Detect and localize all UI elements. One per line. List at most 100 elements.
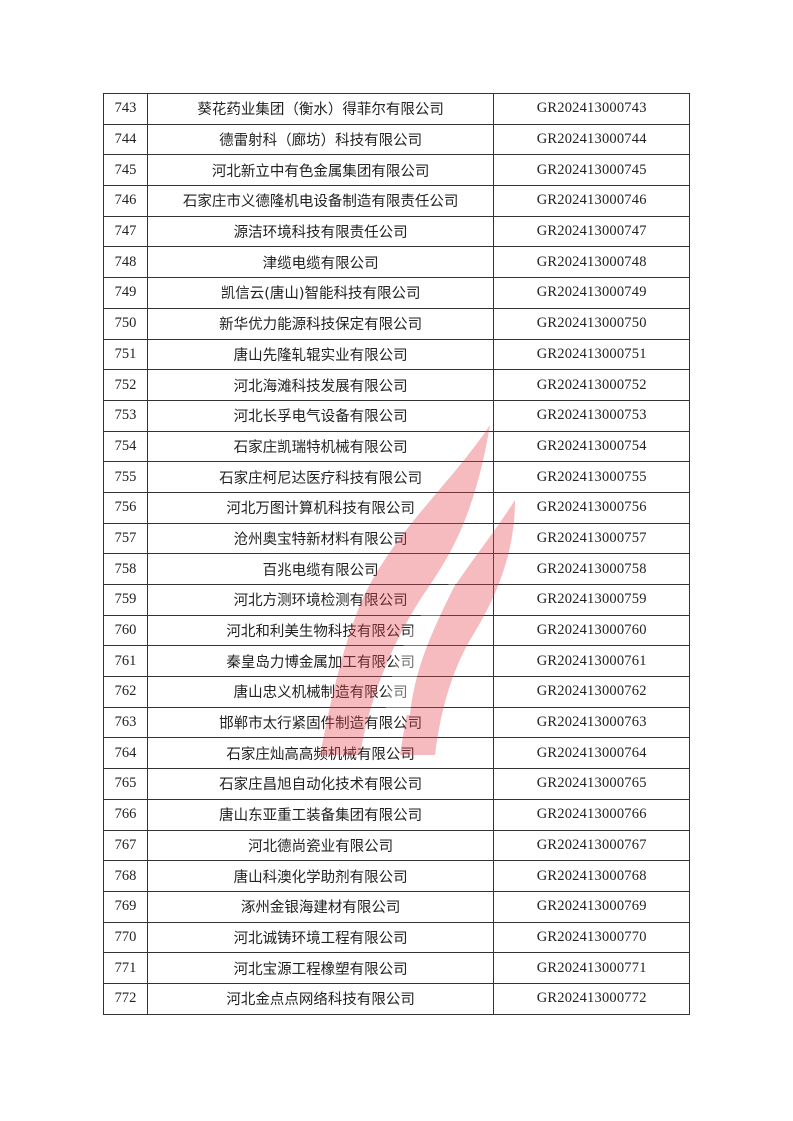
table-row: 765 石家庄昌旭自动化技术有限公司 GR202413000765 <box>103 768 690 800</box>
company-name: 河北金点点网络科技有限公司 <box>146 982 495 1015</box>
certificate-code: GR202413000763 <box>493 706 690 739</box>
company-name: 唐山东亚重工装备集团有限公司 <box>146 798 495 831</box>
row-number: 745 <box>103 154 148 187</box>
company-name: 河北新立中有色金属集团有限公司 <box>146 154 495 187</box>
company-name: 津缆电缆有限公司 <box>146 246 495 279</box>
table-row: 743 葵花药业集团（衡水）得菲尔有限公司 GR202413000743 <box>103 93 690 125</box>
certificate-code: GR202413000770 <box>493 921 690 954</box>
row-number: 767 <box>103 829 148 862</box>
table-row: 752 河北海滩科技发展有限公司 GR202413000752 <box>103 369 690 401</box>
table-row: 767 河北德尚瓷业有限公司 GR202413000767 <box>103 829 690 862</box>
row-number: 765 <box>103 768 148 800</box>
row-number: 743 <box>103 93 148 125</box>
row-number: 764 <box>103 737 148 770</box>
table-row: 753 河北长孚电气设备有限公司 GR202413000753 <box>103 399 690 432</box>
table-row: 751 唐山先隆轧辊实业有限公司 GR202413000751 <box>103 338 690 371</box>
company-name: 河北海滩科技发展有限公司 <box>146 369 495 401</box>
row-number: 744 <box>103 123 148 156</box>
table-row: 761 秦皇岛力博金属加工有限公司 GR202413000761 <box>103 645 690 678</box>
table-row: 754 石家庄凯瑞特机械有限公司 GR202413000754 <box>103 430 690 463</box>
certificate-code: GR202413000744 <box>493 123 690 156</box>
certificate-code: GR202413000749 <box>493 277 690 309</box>
certificate-code: GR202413000764 <box>493 737 690 770</box>
table-row: 750 新华优力能源科技保定有限公司 GR202413000750 <box>103 307 690 340</box>
row-number: 747 <box>103 215 148 248</box>
certificate-code: GR202413000768 <box>493 860 690 892</box>
certificate-code: GR202413000769 <box>493 890 690 923</box>
row-number: 751 <box>103 338 148 371</box>
company-table: 743 葵花药业集团（衡水）得菲尔有限公司 GR202413000743 744 德雷射… <box>103 93 690 1015</box>
table-row: 764 石家庄灿高高频机械有限公司 GR202413000764 <box>103 737 690 770</box>
certificate-code: GR202413000756 <box>493 491 690 524</box>
company-name: 邯郸市太行紧固件制造有限公司 <box>146 706 495 739</box>
certificate-code: GR202413000752 <box>493 369 690 401</box>
company-name: 百兆电缆有限公司 <box>146 553 495 585</box>
certificate-code: GR202413000747 <box>493 215 690 248</box>
table-row: 748 津缆电缆有限公司 GR202413000748 <box>103 246 690 279</box>
table-row: 770 河北诚铸环境工程有限公司 GR202413000770 <box>103 921 690 954</box>
certificate-code: GR202413000759 <box>493 584 690 616</box>
table-row: 771 河北宝源工程橡塑有限公司 GR202413000771 <box>103 952 690 984</box>
company-name: 石家庄昌旭自动化技术有限公司 <box>146 768 495 800</box>
company-name: 石家庄灿高高频机械有限公司 <box>146 737 495 770</box>
row-number: 756 <box>103 491 148 524</box>
company-name: 秦皇岛力博金属加工有限公司 <box>146 645 495 678</box>
row-number: 758 <box>103 553 148 585</box>
row-number: 766 <box>103 798 148 831</box>
table-row: 772 河北金点点网络科技有限公司 GR202413000772 <box>103 982 690 1015</box>
certificate-code: GR202413000751 <box>493 338 690 371</box>
row-number: 770 <box>103 921 148 954</box>
table-row: 759 河北方测环境检测有限公司 GR202413000759 <box>103 584 690 616</box>
company-name: 河北和利美生物科技有限公司 <box>146 614 495 647</box>
company-name: 涿州金银海建材有限公司 <box>146 890 495 923</box>
company-name: 德雷射科（廊坊）科技有限公司 <box>146 123 495 156</box>
certificate-code: GR202413000755 <box>493 461 690 493</box>
row-number: 753 <box>103 399 148 432</box>
company-name: 唐山科澳化学助剂有限公司 <box>146 860 495 892</box>
certificate-code: GR202413000758 <box>493 553 690 585</box>
table-row: 756 河北万图计算机科技有限公司 GR202413000756 <box>103 491 690 524</box>
certificate-code: GR202413000762 <box>493 676 690 708</box>
certificate-code: GR202413000745 <box>493 154 690 187</box>
company-name: 河北万图计算机科技有限公司 <box>146 491 495 524</box>
table-row: 747 源洁环境科技有限责任公司 GR202413000747 <box>103 215 690 248</box>
company-name: 沧州奥宝特新材料有限公司 <box>146 522 495 555</box>
table-row: 766 唐山东亚重工装备集团有限公司 GR202413000766 <box>103 798 690 831</box>
table-row: 746 石家庄市义德隆机电设备制造有限责任公司 GR202413000746 <box>103 185 690 217</box>
company-name: 源洁环境科技有限责任公司 <box>146 215 495 248</box>
row-number: 760 <box>103 614 148 647</box>
table-row: 762 唐山忠义机械制造有限公司 GR202413000762 <box>103 676 690 708</box>
table-row: 755 石家庄柯尼达医疗科技有限公司 GR202413000755 <box>103 461 690 493</box>
table-row: 745 河北新立中有色金属集团有限公司 GR202413000745 <box>103 154 690 187</box>
certificate-code: GR202413000767 <box>493 829 690 862</box>
company-table-body: 743 葵花药业集团（衡水）得菲尔有限公司 GR202413000743 744 德雷射… <box>103 93 690 1015</box>
row-number: 746 <box>103 185 148 217</box>
row-number: 748 <box>103 246 148 279</box>
certificate-code: GR202413000760 <box>493 614 690 647</box>
certificate-code: GR202413000761 <box>493 645 690 678</box>
company-name: 河北诚铸环境工程有限公司 <box>146 921 495 954</box>
company-name: 河北德尚瓷业有限公司 <box>146 829 495 862</box>
company-name: 唐山先隆轧辊实业有限公司 <box>146 338 495 371</box>
table-row: 760 河北和利美生物科技有限公司 GR202413000760 <box>103 614 690 647</box>
certificate-code: GR202413000743 <box>493 93 690 125</box>
certificate-code: GR202413000746 <box>493 185 690 217</box>
certificate-code: GR202413000748 <box>493 246 690 279</box>
company-name: 新华优力能源科技保定有限公司 <box>146 307 495 340</box>
certificate-code: GR202413000757 <box>493 522 690 555</box>
company-name: 唐山忠义机械制造有限公司 <box>146 676 495 708</box>
certificate-code: GR202413000750 <box>493 307 690 340</box>
certificate-code: GR202413000766 <box>493 798 690 831</box>
company-name: 河北长孚电气设备有限公司 <box>146 399 495 432</box>
row-number: 754 <box>103 430 148 463</box>
company-name: 石家庄柯尼达医疗科技有限公司 <box>146 461 495 493</box>
table-row: 749 凯信云(唐山)智能科技有限公司 GR202413000749 <box>103 277 690 309</box>
company-name: 葵花药业集团（衡水）得菲尔有限公司 <box>146 93 495 125</box>
table-row: 757 沧州奥宝特新材料有限公司 GR202413000757 <box>103 522 690 555</box>
table-row: 763 邯郸市太行紧固件制造有限公司 GR202413000763 <box>103 706 690 739</box>
row-number: 771 <box>103 952 148 984</box>
row-number: 759 <box>103 584 148 616</box>
row-number: 752 <box>103 369 148 401</box>
row-number: 768 <box>103 860 148 892</box>
certificate-code: GR202413000765 <box>493 768 690 800</box>
